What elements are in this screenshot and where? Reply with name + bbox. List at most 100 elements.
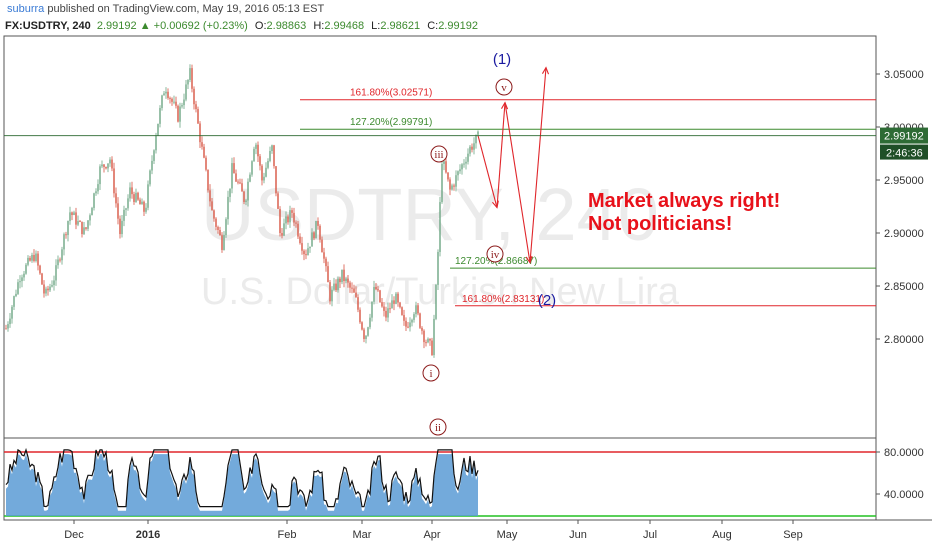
- candle-body: [467, 153, 469, 162]
- candle-body: [41, 273, 43, 285]
- candle-body: [413, 314, 415, 320]
- candle-body: [123, 209, 125, 221]
- annotation-line-2[interactable]: Not politicians!: [588, 213, 732, 235]
- candle-body: [91, 207, 93, 216]
- candle-body: [55, 265, 57, 281]
- candle-body: [335, 283, 337, 291]
- countdown-label: 2:46:36: [886, 148, 923, 160]
- candle-body: [373, 286, 375, 302]
- candle-body: [245, 200, 247, 202]
- indicator-area: [6, 454, 478, 516]
- candle-body: [77, 221, 79, 225]
- candle-body: [51, 285, 53, 287]
- candle-body: [181, 105, 183, 107]
- candle-body: [319, 225, 321, 240]
- candle-body: [149, 170, 151, 185]
- high-label: H:: [313, 20, 325, 32]
- candle-body: [385, 310, 387, 318]
- candle-body: [75, 212, 77, 225]
- candle-body: [405, 320, 407, 327]
- price-tick-label: 3.05000: [884, 69, 924, 81]
- candle-body: [419, 313, 421, 328]
- wave-label-circle: [422, 364, 440, 382]
- candle-body: [429, 338, 431, 341]
- candle-body: [183, 99, 185, 106]
- candle-body: [115, 193, 117, 204]
- candle-body: [227, 196, 229, 220]
- candle-body: [283, 223, 285, 236]
- candle-body: [327, 266, 329, 283]
- candle-body: [171, 98, 173, 102]
- candle-body: [247, 181, 249, 201]
- candle-body: [301, 243, 303, 251]
- candle-body: [169, 97, 171, 99]
- candle-body: [215, 218, 217, 227]
- candle-body: [417, 305, 419, 314]
- candle-body: [43, 284, 45, 294]
- wave-label-iv: iv: [491, 249, 500, 261]
- candle-body: [69, 212, 71, 222]
- candle-body: [9, 318, 11, 325]
- time-tick-label: Apr: [423, 529, 440, 541]
- candle-body: [329, 282, 331, 302]
- candle-body: [131, 187, 133, 195]
- candle-body: [439, 202, 441, 252]
- candle-body: [95, 191, 97, 194]
- candle-body: [93, 193, 95, 208]
- candle-body: [61, 249, 63, 261]
- candle-body: [307, 248, 309, 256]
- candle-body: [473, 143, 475, 150]
- author-link[interactable]: suburra: [7, 3, 45, 15]
- time-tick-label: Sep: [783, 529, 803, 541]
- candle-body: [461, 164, 463, 170]
- wave-label-circle: [430, 145, 448, 163]
- published-text: published on TradingView.com, May 19, 20…: [47, 3, 325, 15]
- candle-body: [259, 156, 261, 166]
- candle-body: [465, 161, 467, 164]
- candle-body: [303, 250, 305, 255]
- candle-body: [355, 292, 357, 298]
- candle-body: [217, 226, 219, 230]
- change-value: +0.00692 (+0.23%): [153, 20, 248, 32]
- candle-body: [475, 134, 477, 144]
- candle-body: [343, 269, 345, 282]
- candle-body: [331, 289, 333, 302]
- time-tick-label: 2016: [136, 529, 160, 541]
- candle-body: [441, 163, 443, 203]
- candle-body: [143, 201, 145, 212]
- fib-level-label: 161.80%(2.83131): [462, 294, 544, 305]
- candle-body: [101, 164, 103, 167]
- candle-body: [119, 218, 121, 235]
- candle-body: [397, 293, 399, 303]
- price-axis[interactable]: 3.050003.000002.950002.900002.850002.800…: [4, 69, 928, 346]
- candle-body: [471, 146, 473, 150]
- candle-body: [389, 308, 391, 310]
- candle-body: [229, 188, 231, 197]
- candle-body: [129, 187, 131, 199]
- candle-body: [173, 101, 175, 103]
- candle-body: [117, 203, 119, 219]
- candle-body: [205, 157, 207, 170]
- candle-body: [249, 174, 251, 182]
- candle-body: [39, 265, 41, 274]
- time-axis[interactable]: Dec 2016 Feb Mar Apr May Jun Jul Aug Sep: [64, 520, 803, 541]
- candle-body: [21, 277, 23, 282]
- candle-body: [449, 179, 451, 190]
- candle-body: [435, 284, 437, 319]
- indicator-axis[interactable]: 80.0000 40.0000: [876, 447, 924, 501]
- candle-body: [321, 239, 323, 253]
- candle-body: [83, 227, 85, 235]
- time-tick-label: May: [497, 529, 518, 541]
- candle-body: [387, 308, 389, 318]
- annotation-line-1[interactable]: Market always right!: [588, 190, 780, 212]
- projection-arrow: [504, 102, 531, 263]
- candle-body: [109, 159, 111, 164]
- wave-label-1: (1): [493, 51, 511, 68]
- last-price-tag-label: 2.99192: [884, 131, 924, 143]
- candle-body: [349, 282, 351, 288]
- candle-body: [333, 283, 335, 290]
- candle-body: [211, 201, 213, 211]
- projection-arrow-head: [541, 66, 550, 75]
- candle-body: [35, 253, 37, 261]
